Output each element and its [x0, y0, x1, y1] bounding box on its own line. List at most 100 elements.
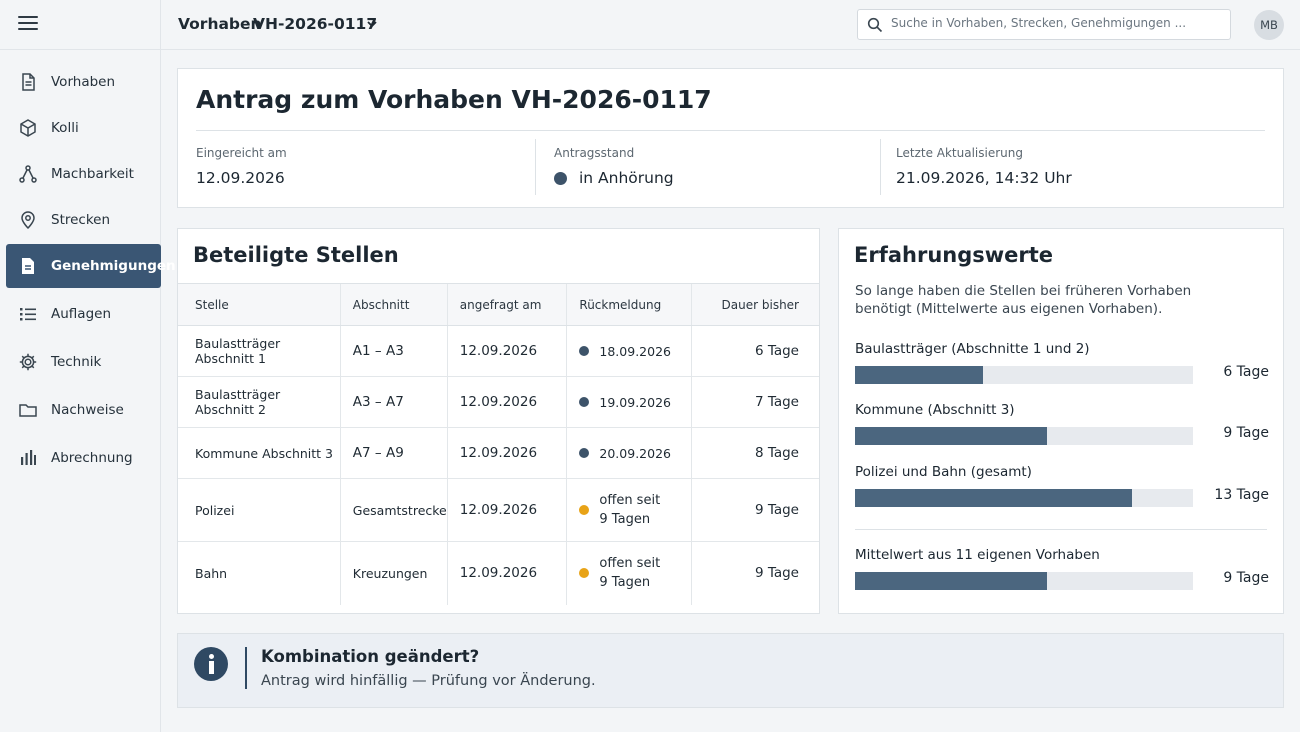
cell-abschnitt: A3 – A7 [339, 376, 448, 428]
status-label: Antragsstand [554, 146, 635, 160]
folder-icon [18, 400, 38, 420]
section-title: Erfahrungswerte [854, 243, 1054, 267]
application-summary: Antrag zum Vorhaben VH-2026-0117 Eingere… [177, 68, 1284, 208]
notice-title: Kombination geändert? [261, 647, 480, 666]
bar-track [855, 489, 1193, 507]
search-input[interactable] [891, 16, 1221, 30]
experience-panel: Erfahrungswerte So lange haben die Stell… [838, 228, 1284, 614]
status-open-dot [579, 568, 590, 579]
sidebar-item-nachweise[interactable]: Nachweise [6, 388, 161, 432]
column-header[interactable]: angefragt am [446, 283, 567, 326]
search-icon [867, 17, 883, 33]
cell-dauer: 9 Tage [691, 478, 819, 542]
bar-track [855, 366, 1193, 384]
permit-document-icon [18, 256, 38, 276]
route-nodes-icon [18, 164, 38, 184]
sidebar-item-abrechnung[interactable]: Abrechnung [6, 436, 161, 480]
menu-icon[interactable] [18, 16, 38, 34]
cell-abschnitt: A1 – A3 [339, 325, 448, 377]
table-row[interactable]: Kommune Abschnitt 3 A7 – A9 12.09.2026 2… [178, 427, 819, 479]
divider [196, 130, 1265, 131]
cell-dauer: 9 Tage [691, 541, 819, 605]
cell-stelle: Baulastträger Abschnitt 2 [178, 376, 341, 428]
cell-dauer: 7 Tage [691, 376, 819, 428]
submitted-info: Eingereicht am 12.09.2026 [196, 146, 287, 187]
sidebar-item-label: Strecken [51, 212, 111, 228]
table-row[interactable]: Polizei Gesamtstrecke 12.09.2026 offen s… [178, 478, 819, 542]
updated-label: Letzte Aktualisierung [896, 146, 1023, 160]
response-open-days: 9 Tagen [599, 575, 651, 591]
sidebar-item-label: Genehmigungen [51, 258, 176, 274]
cell-angefragt: 12.09.2026 [446, 325, 567, 377]
notice-banner: Kombination geändert? Antrag wird hinfäl… [177, 633, 1284, 708]
bar-value: 9 Tage [1223, 570, 1269, 586]
column-header[interactable]: Stelle [178, 283, 341, 326]
cell-stelle: Baulastträger Abschnitt 1 [178, 325, 341, 377]
cell-abschnitt: A7 – A9 [339, 427, 448, 479]
sidebar-item-kolli[interactable]: Kolli [6, 106, 161, 150]
column-header[interactable]: Abschnitt [339, 283, 448, 326]
cell-dauer: 6 Tage [691, 325, 819, 377]
updated-value: 21.09.2026, 14:32 Uhr [896, 169, 1072, 187]
sidebar-item-vorhaben[interactable]: Vorhaben [6, 60, 161, 104]
status-done-dot [579, 346, 590, 356]
response-date: 18.09.2026 [599, 343, 671, 359]
sidebar-item-label: Abrechnung [51, 450, 133, 466]
divider [880, 139, 881, 195]
table-row[interactable]: Bahn Kreuzungen 12.09.2026 offen seit 9 T… [178, 541, 819, 605]
cell-stelle: Polizei [178, 478, 341, 542]
bar-fill [855, 572, 1047, 590]
bar-label: Polizei und Bahn (gesamt) [855, 464, 1032, 480]
sidebar-nav: Vorhaben Kolli Machbarkeit Strecken Gene… [6, 60, 176, 480]
column-header[interactable]: Rückmeldung [566, 283, 692, 326]
parties-table: Stelle Abschnitt angefragt am Rückmeldun… [178, 283, 819, 605]
bar-track [855, 427, 1193, 445]
sidebar-item-genehmigungen[interactable]: Genehmigungen [6, 244, 176, 288]
sidebar-item-strecken[interactable]: Strecken [6, 198, 161, 242]
cell-rueckmeldung: 19.09.2026 [566, 376, 692, 428]
cell-angefragt: 12.09.2026 [446, 478, 567, 542]
gear-icon [18, 352, 38, 372]
bar-value: 6 Tage [1223, 364, 1269, 380]
sidebar-item-machbarkeit[interactable]: Machbarkeit [6, 152, 161, 196]
cell-rueckmeldung: 18.09.2026 [566, 325, 692, 377]
cell-stelle: Kommune Abschnitt 3 [178, 427, 341, 479]
cell-rueckmeldung: offen seit 9 Tagen [566, 541, 692, 605]
list-icon [18, 304, 38, 324]
project-selector[interactable]: VH-2026-0117 [253, 15, 378, 33]
top-bar: Vorhaben VH-2026-0117 MB [161, 0, 1300, 50]
table-row[interactable]: Baulastträger Abschnitt 1 A1 – A3 12.09.… [178, 325, 819, 377]
response-open: offen seit [599, 556, 661, 572]
status-dot-icon [554, 171, 567, 185]
sidebar-item-label: Auflagen [51, 306, 111, 322]
cell-rueckmeldung: offen seit 9 Tagen [566, 478, 692, 542]
sidebar-item-label: Machbarkeit [51, 166, 134, 182]
bar-chart-icon [18, 448, 38, 468]
map-pin-icon [18, 210, 38, 230]
column-header[interactable]: Dauer bisher [691, 283, 819, 326]
search-box[interactable] [857, 9, 1231, 40]
breadcrumb-section[interactable]: Vorhaben [178, 15, 262, 33]
sidebar-item-label: Technik [51, 354, 102, 370]
avatar[interactable]: MB [1254, 10, 1284, 40]
cell-abschnitt: Gesamtstrecke [339, 478, 448, 542]
chevron-down-icon[interactable] [365, 17, 379, 31]
page-title: Antrag zum Vorhaben VH-2026-0117 [196, 85, 712, 114]
sidebar-item-auflagen[interactable]: Auflagen [6, 292, 161, 336]
bar-label: Mittelwert aus 11 eigenen Vorhaben [855, 547, 1100, 563]
table-row[interactable]: Baulastträger Abschnitt 2 A3 – A7 12.09.… [178, 376, 819, 428]
info-icon [194, 647, 228, 681]
cell-angefragt: 12.09.2026 [446, 427, 567, 479]
bar-label: Baulastträger (Abschnitte 1 und 2) [855, 341, 1090, 357]
updated-info: Letzte Aktualisierung 21.09.2026, 14:32 … [896, 146, 1072, 187]
notice-text: Antrag wird hinfällig — Prüfung vor Ände… [261, 673, 596, 689]
sidebar-item-label: Kolli [51, 120, 79, 136]
experience-bar: Polizei und Bahn (gesamt) 13 Tage [855, 464, 1269, 507]
response-open: offen seit [599, 493, 661, 508]
sidebar-item-technik[interactable]: Technik [6, 340, 161, 384]
response-date: 20.09.2026 [599, 445, 671, 461]
status-done-dot [579, 448, 590, 458]
parties-panel: Beteiligte Stellen Stelle Abschnitt ange… [177, 228, 820, 614]
cell-abschnitt: Kreuzungen [339, 541, 448, 605]
document-icon [18, 72, 38, 92]
